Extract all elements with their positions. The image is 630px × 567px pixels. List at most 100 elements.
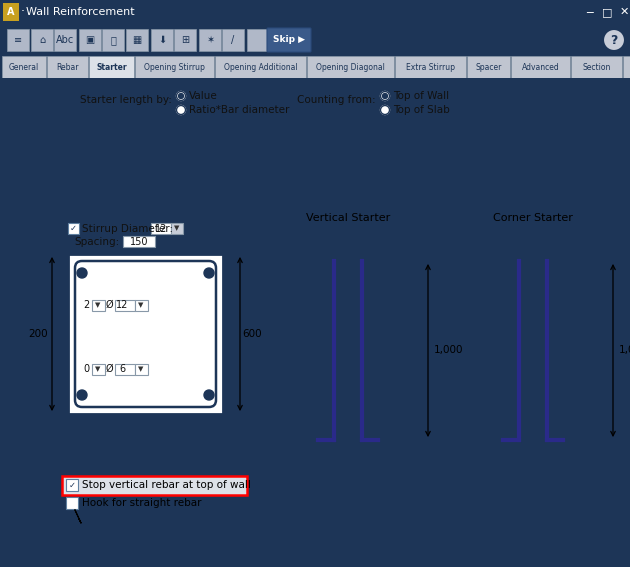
Text: ⧉: ⧉ bbox=[110, 35, 116, 45]
Bar bbox=[511, 56, 570, 78]
Text: 1,000: 1,000 bbox=[619, 345, 630, 356]
FancyBboxPatch shape bbox=[267, 28, 311, 52]
Text: Stirrup Diameter:: Stirrup Diameter: bbox=[82, 224, 173, 234]
Bar bbox=[623, 56, 630, 78]
Bar bbox=[31, 29, 53, 51]
Circle shape bbox=[77, 268, 87, 278]
Text: 12: 12 bbox=[155, 223, 167, 234]
Circle shape bbox=[204, 390, 214, 400]
Text: 150: 150 bbox=[130, 237, 148, 247]
Text: Skip ▶: Skip ▶ bbox=[273, 36, 305, 44]
Text: Starter: Starter bbox=[96, 62, 127, 71]
Text: Spacing:: Spacing: bbox=[75, 237, 120, 247]
Text: ✓: ✓ bbox=[69, 480, 76, 489]
Text: Spacer: Spacer bbox=[475, 62, 501, 71]
Text: 1,000: 1,000 bbox=[434, 345, 464, 356]
Bar bbox=[66, 479, 78, 491]
Text: Counting from:: Counting from: bbox=[297, 95, 376, 105]
Bar bbox=[135, 300, 148, 311]
Text: Abc: Abc bbox=[56, 35, 74, 45]
Text: 12: 12 bbox=[116, 300, 128, 310]
Text: ▼: ▼ bbox=[139, 302, 144, 308]
Bar bbox=[467, 56, 510, 78]
Bar bbox=[62, 476, 247, 495]
Text: Wall Reinforcement: Wall Reinforcement bbox=[26, 7, 135, 17]
Text: Vertical Starter: Vertical Starter bbox=[306, 213, 390, 223]
Text: ▼: ▼ bbox=[95, 302, 101, 308]
Bar bbox=[47, 56, 88, 78]
Bar bbox=[171, 223, 183, 234]
Text: Opening Additional: Opening Additional bbox=[224, 62, 297, 71]
Bar bbox=[7, 29, 29, 51]
Text: Ø: Ø bbox=[105, 300, 113, 310]
Bar bbox=[68, 254, 223, 414]
Bar bbox=[92, 300, 105, 311]
Text: Hook for straight rebar: Hook for straight rebar bbox=[82, 498, 202, 508]
Text: Opening Diagonal: Opening Diagonal bbox=[316, 62, 385, 71]
Bar bbox=[79, 29, 101, 51]
Text: Rebar: Rebar bbox=[56, 62, 79, 71]
Bar bbox=[115, 300, 135, 311]
Text: 2: 2 bbox=[83, 300, 89, 310]
Text: ✓: ✓ bbox=[70, 224, 77, 233]
Text: ⌂: ⌂ bbox=[39, 35, 45, 45]
Bar bbox=[571, 56, 622, 78]
Text: 200: 200 bbox=[28, 329, 48, 339]
Bar bbox=[199, 29, 221, 51]
Text: Opening Stirrup: Opening Stirrup bbox=[144, 62, 205, 71]
Bar bbox=[126, 29, 148, 51]
Bar bbox=[222, 29, 244, 51]
Text: ⊞: ⊞ bbox=[181, 35, 189, 45]
Text: Extra Stirrup: Extra Stirrup bbox=[406, 62, 455, 71]
Text: Stop vertical rebar at top of wall: Stop vertical rebar at top of wall bbox=[82, 480, 251, 490]
Text: ·: · bbox=[21, 6, 25, 19]
Circle shape bbox=[381, 91, 389, 100]
Text: ?: ? bbox=[610, 33, 617, 46]
Text: Ratio*Bar diameter: Ratio*Bar diameter bbox=[189, 105, 289, 115]
Text: Top of Slab: Top of Slab bbox=[393, 105, 450, 115]
Text: ✶: ✶ bbox=[206, 35, 214, 45]
Bar bbox=[66, 497, 78, 509]
Text: Starter length by:: Starter length by: bbox=[80, 95, 172, 105]
Bar bbox=[151, 223, 171, 234]
Text: ▣: ▣ bbox=[86, 35, 94, 45]
Text: Corner Starter: Corner Starter bbox=[493, 213, 573, 223]
Bar bbox=[247, 29, 269, 51]
Text: ✕: ✕ bbox=[619, 7, 629, 17]
Bar bbox=[3, 3, 19, 21]
Text: /: / bbox=[231, 35, 234, 45]
Bar bbox=[115, 363, 135, 375]
Circle shape bbox=[176, 91, 185, 100]
Bar bbox=[123, 236, 155, 247]
Text: ▼: ▼ bbox=[175, 226, 180, 231]
Circle shape bbox=[204, 268, 214, 278]
Bar bbox=[151, 29, 173, 51]
Text: General: General bbox=[9, 62, 39, 71]
Bar bbox=[135, 56, 214, 78]
Text: ─: ─ bbox=[587, 7, 593, 17]
Bar bbox=[174, 29, 196, 51]
Text: □: □ bbox=[602, 7, 612, 17]
Text: Advanced: Advanced bbox=[522, 62, 559, 71]
Text: ▦: ▦ bbox=[132, 35, 142, 45]
Bar bbox=[92, 363, 105, 375]
Bar bbox=[54, 29, 76, 51]
Bar bbox=[68, 223, 79, 234]
Bar bbox=[2, 56, 46, 78]
Bar bbox=[89, 56, 134, 78]
Text: ▼: ▼ bbox=[95, 366, 101, 372]
Text: 6: 6 bbox=[119, 364, 125, 374]
Circle shape bbox=[77, 390, 87, 400]
Circle shape bbox=[381, 105, 389, 115]
Text: 600: 600 bbox=[242, 329, 262, 339]
Bar bbox=[395, 56, 466, 78]
Text: ≡: ≡ bbox=[14, 35, 22, 45]
Text: ⬇: ⬇ bbox=[158, 35, 166, 45]
Text: A: A bbox=[8, 7, 14, 17]
Bar bbox=[215, 56, 306, 78]
Circle shape bbox=[178, 94, 183, 99]
Text: Section: Section bbox=[582, 62, 610, 71]
Bar bbox=[102, 29, 124, 51]
Text: Ø: Ø bbox=[105, 364, 113, 374]
Circle shape bbox=[603, 29, 625, 51]
